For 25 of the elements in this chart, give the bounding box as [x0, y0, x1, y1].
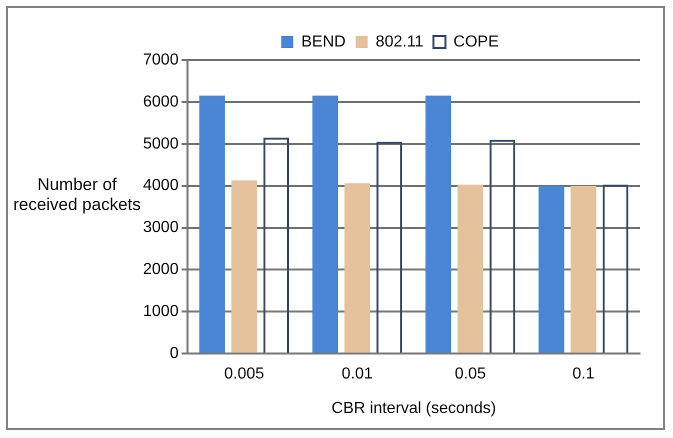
y-tick-label: 5000	[143, 135, 179, 152]
x-tick-label: 0.1	[572, 366, 595, 383]
y-tick-label: 6000	[143, 93, 179, 110]
bar	[312, 96, 338, 353]
y-tick-label: 1000	[143, 303, 179, 320]
bar	[231, 180, 257, 353]
bar	[570, 186, 596, 353]
x-tick-label: 0.005	[224, 366, 264, 383]
x-axis-title: CBR interval (seconds)	[332, 400, 496, 417]
legend-label: BEND	[301, 33, 346, 50]
y-tick-label: 3000	[143, 219, 179, 236]
legend-label: COPE	[453, 33, 499, 50]
y-tick-label: 2000	[143, 261, 179, 278]
bar	[538, 186, 564, 353]
bar	[458, 184, 484, 353]
legend-label: 802.11	[376, 33, 424, 50]
bar	[344, 183, 370, 353]
bar	[425, 96, 452, 353]
x-tick-label: 0.05	[454, 366, 486, 383]
y-tick-label: 7000	[143, 51, 179, 68]
y-axis-title: Number of received packets	[12, 175, 142, 215]
y-tick-label: 0	[170, 345, 179, 362]
y-tick-label: 4000	[143, 177, 179, 194]
bar	[199, 96, 225, 353]
x-tick-label: 0.01	[342, 366, 373, 383]
